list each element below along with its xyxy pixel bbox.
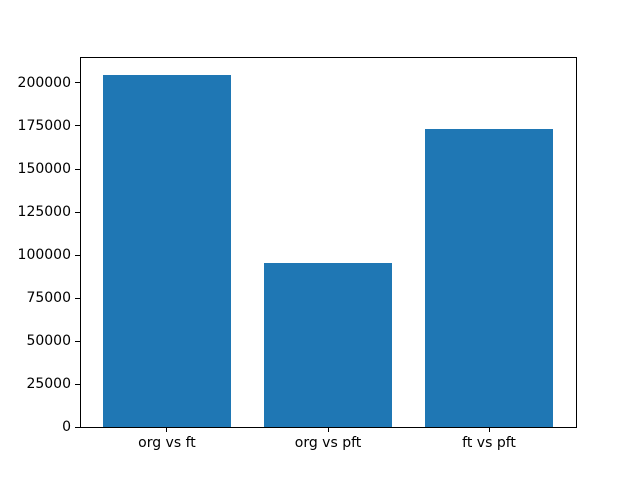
y-tick-mark [75,211,80,213]
y-tick-mark [75,82,80,84]
x-tick-mark [327,427,329,433]
y-tick-label: 125000 [17,204,71,221]
y-tick-mark [75,426,80,428]
x-tick-label: ft vs pft [462,435,516,452]
bar-org-vs-pft [263,263,393,428]
y-tick-mark [75,340,80,342]
x-tick-label: org vs pft [294,435,362,452]
x-tick-mark [488,427,490,433]
x-tick-label: org vs ft [138,435,196,452]
y-tick-mark [75,125,80,127]
y-tick-label: 50000 [26,333,71,350]
bar-org-vs-ft [102,75,232,428]
y-tick-label: 0 [62,419,71,436]
y-tick-label: 200000 [17,74,71,91]
x-tick-mark [166,427,168,433]
y-tick-mark [75,168,80,170]
y-tick-label: 75000 [26,290,71,307]
y-tick-label: 25000 [26,376,71,393]
y-tick-mark [75,297,80,299]
y-tick-label: 150000 [17,161,71,177]
y-tick-label: 100000 [17,247,71,264]
y-tick-mark [75,254,80,256]
y-tick-label: 175000 [17,117,71,134]
y-tick-mark [75,383,80,385]
bar-ft-vs-pft [424,128,554,428]
